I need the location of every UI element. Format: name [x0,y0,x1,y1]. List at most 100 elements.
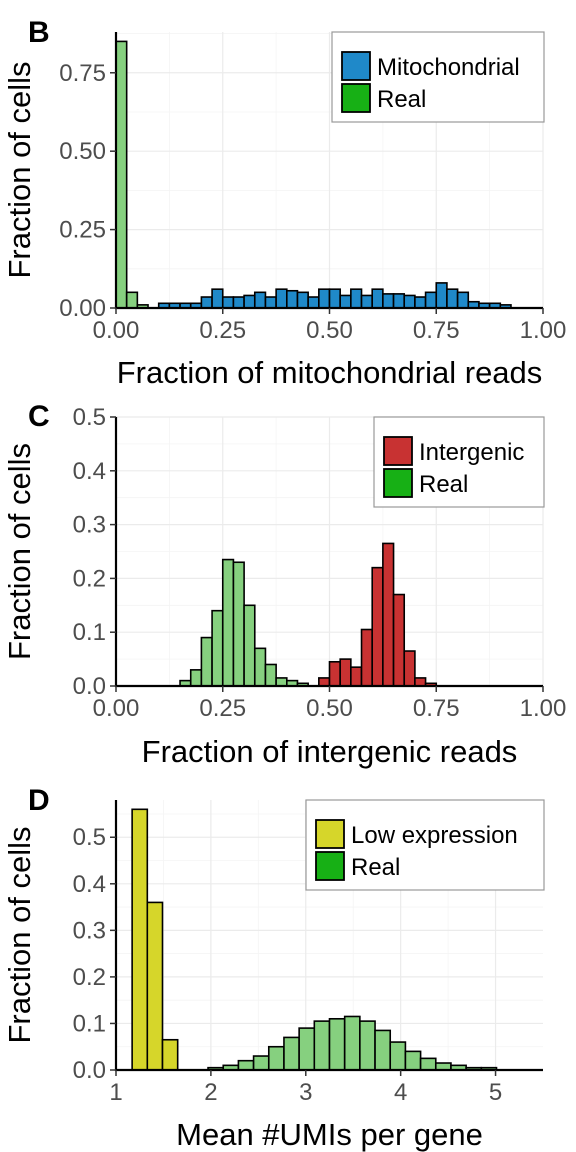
histogram-bar [275,288,288,309]
x-tick-label: 0.50 [306,695,353,722]
y-tick-label: 0.3 [73,512,106,539]
panel-label: C [28,400,50,433]
x-tick-label: 0.75 [413,695,460,722]
y-axis-title: Fraction of cells [2,826,37,1043]
x-axis-title: Mean #UMIs per gene [176,1117,483,1152]
legend-key [383,436,413,466]
x-axis-title: Fraction of intergenic reads [142,734,518,769]
histogram-bar [404,1050,422,1071]
histogram-bar [211,609,224,687]
series-mitochondrial [157,282,512,309]
histogram-bar [189,669,203,687]
series-real [115,40,149,309]
histogram-bar [360,628,373,687]
histogram-bar [313,1020,331,1071]
y-tick-label: 0.00 [59,295,106,322]
histogram-bar [221,558,235,687]
legend-label: Mitochondrial [377,54,520,81]
legend-label: Intergenic [419,439,524,466]
histogram-bar [131,808,149,1071]
y-tick-label: 0.5 [73,404,106,431]
histogram-bar [392,593,406,687]
histogram-bar [221,296,235,309]
histogram-bar [296,291,309,309]
histogram-bar [382,542,395,687]
legend-key [383,468,413,498]
histogram-bar [211,288,224,309]
histogram-bar [125,291,139,309]
histogram-bar [318,677,331,687]
histogram-bar [264,663,277,687]
histogram-bar [360,294,373,309]
y-tick-label: 0.1 [73,1010,106,1037]
y-tick-label: 0.4 [73,871,106,898]
histogram-bar [146,901,164,1071]
legend: Mitochondrial Real [331,31,545,123]
legend-label: Real [419,471,468,498]
histogram-bar [264,296,277,309]
histogram-bar [371,566,384,687]
y-tick-label: 0.0 [73,1057,106,1084]
legend-key [315,819,345,849]
histogram-bar [343,1015,361,1071]
legend: Low expression Real [305,799,545,891]
histogram-bar [403,650,416,687]
y-tick-label: 0.0 [73,673,106,700]
histogram-bar [267,1045,285,1071]
y-tick-label: 0.75 [59,60,106,87]
x-tick-label: 1.00 [520,317,567,344]
x-tick-label: 0.50 [306,317,353,344]
histogram-bar [371,288,384,309]
histogram-bar [200,296,213,309]
histogram-bar [232,561,245,687]
histogram-bar [328,1017,346,1071]
histogram-bar [285,289,299,309]
legend-label: Low expression [351,822,518,849]
y-tick-label: 0.3 [73,917,106,944]
x-tick-label: 1.00 [520,695,567,722]
histogram-bar [424,291,438,309]
histogram-bar [275,677,288,687]
panel-c: 0.00 0.25 0.50 0.75 1.00 0.0 0.1 0.2 0.3 0.4 0.5 Fr… [2,400,566,769]
histogram-bar [237,1059,255,1071]
y-tick-label: 0.25 [59,217,106,244]
y-tick-label: 0.2 [73,565,106,592]
x-axis-title: Fraction of mitochondrial reads [117,355,543,390]
histogram-bar [446,288,459,309]
histogram-bar [419,1057,437,1071]
histogram-bar [414,677,427,687]
legend-label: Real [377,86,426,113]
histogram-bar [232,296,245,309]
histogram-bar [374,1029,392,1071]
legend-label: Real [351,854,400,881]
x-tick-label: 2 [204,1079,217,1106]
histogram-bar [339,294,352,309]
histogram-bar [115,40,128,309]
histogram-bar [318,288,331,309]
x-tick-label: 0.00 [93,317,140,344]
histogram-bar [243,604,256,687]
histogram-bar [161,1038,179,1071]
y-tick-label: 0.5 [73,824,106,851]
panel-d: 1 2 3 4 5 0.0 0.1 0.2 0.3 0.4 0.5 Mean #UMIs per ge… [2,784,545,1152]
histogram-bar [414,296,427,309]
histogram-bar [359,1020,376,1071]
histogram-bar [328,288,341,309]
series-low-expression [131,808,179,1071]
histogram-bar [339,658,352,687]
histogram-bar [328,660,341,687]
histogram-bar [283,1036,300,1071]
x-tick-label: 0.00 [93,695,140,722]
histogram-bar [382,293,395,309]
histogram-bar [298,1027,316,1071]
histogram-bar [403,294,416,309]
histogram-bar [350,666,363,687]
series-intergenic [318,542,438,687]
y-tick-label: 0.50 [59,138,106,165]
x-tick-label: 0.25 [199,317,246,344]
histogram-bar [307,296,320,309]
y-tick-label: 0.2 [73,964,106,991]
histogram-bar [456,291,470,309]
panel-label: B [28,16,50,49]
histogram-bar [389,1041,407,1071]
